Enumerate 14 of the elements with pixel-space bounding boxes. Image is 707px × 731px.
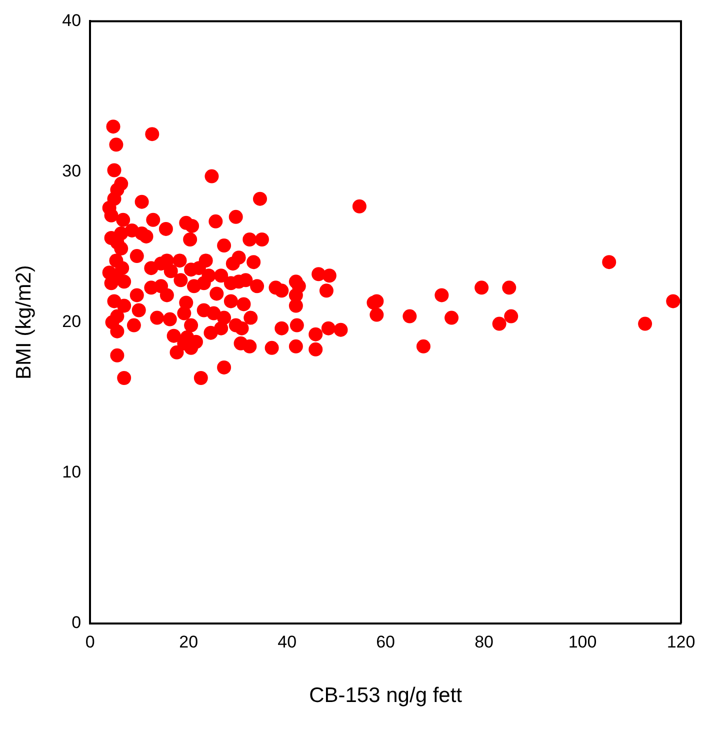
y-tick-label: 40: [62, 10, 82, 30]
x-tick-label: 60: [376, 632, 396, 652]
x-tick-label: 0: [85, 632, 95, 652]
x-tick-label: 100: [568, 632, 597, 652]
y-axis-title: BMI (kg/m2): [12, 265, 36, 380]
x-tick-label: 40: [278, 632, 297, 652]
y-tick-label: 30: [62, 161, 82, 180]
y-tick-label: 0: [72, 613, 82, 632]
x-tick-label: 80: [474, 632, 494, 652]
y-tick-label: 20: [62, 312, 82, 331]
y-tick-label: 10: [62, 462, 82, 482]
x-tick-label: 120: [666, 632, 696, 652]
x-tick-label: 20: [179, 632, 198, 652]
x-axis-title: CB-153 ng/g fett: [309, 684, 462, 708]
